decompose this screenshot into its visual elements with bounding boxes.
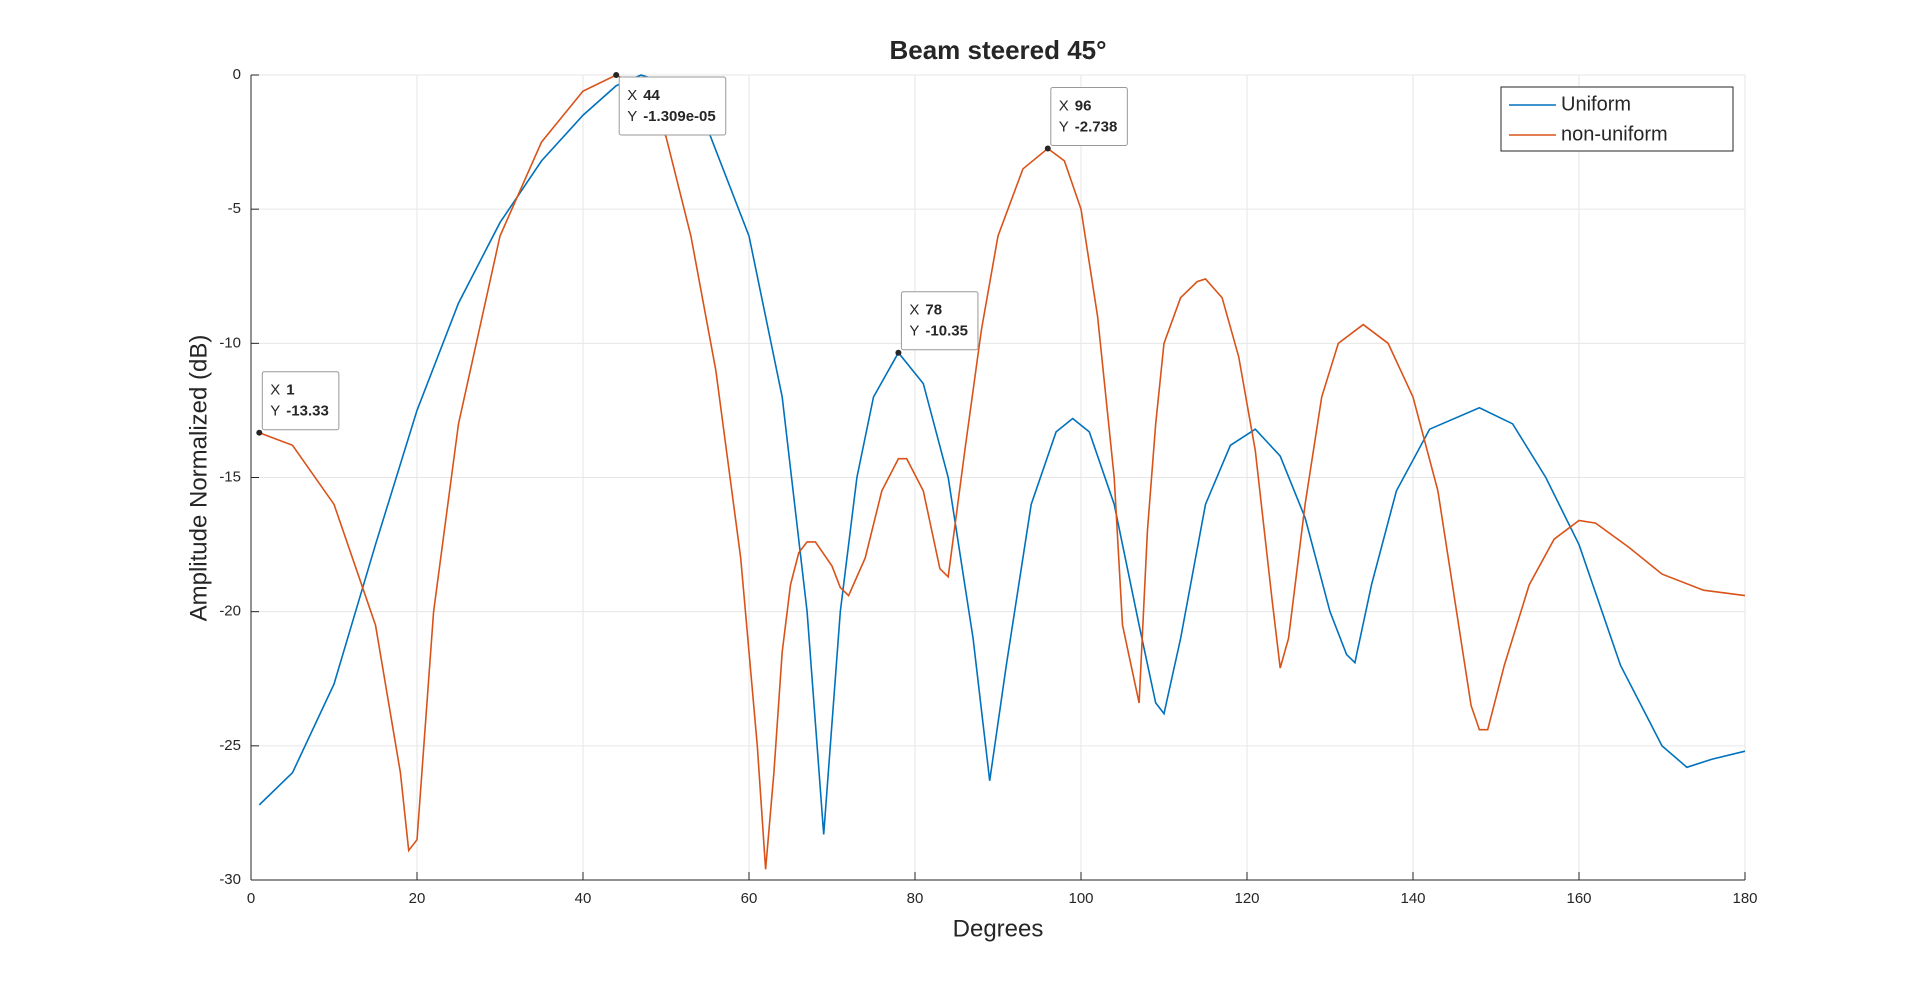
y-axis-label: Amplitude Normalized (dB) <box>185 335 212 622</box>
data-tip: X 96 Y -2.738 <box>1050 86 1128 146</box>
x-tick-label: 160 <box>1566 890 1591 907</box>
data-tip-point <box>895 349 902 356</box>
data-tip-value: -10.35 <box>925 323 968 340</box>
x-tick-label: 0 <box>247 890 255 907</box>
y-tick-label: -20 <box>219 603 241 620</box>
x-tick-label: 180 <box>1732 890 1757 907</box>
y-tick-label: -5 <box>228 200 241 217</box>
x-tick-label: 20 <box>409 890 426 907</box>
x-tick-label: 80 <box>907 890 924 907</box>
y-tick-label: -25 <box>219 737 241 754</box>
data-tip-point <box>613 72 620 79</box>
legend: Uniform non-uniform <box>1500 86 1734 152</box>
data-tip-key: X <box>270 382 280 399</box>
data-tip-box <box>618 76 727 136</box>
data-tip-value: 78 <box>925 302 942 319</box>
data-tip-box <box>900 291 979 351</box>
data-tip-key: X <box>627 87 637 104</box>
data-tip-key: X <box>909 302 919 319</box>
data-tip-key: Y <box>270 403 280 420</box>
y-tick-label: -30 <box>219 871 241 888</box>
data-tip-box <box>261 371 340 431</box>
x-tick-label: 100 <box>1068 890 1093 907</box>
x-tick-label: 40 <box>575 890 592 907</box>
x-tick-label: 60 <box>741 890 758 907</box>
data-tip-value: -1.309e-05 <box>643 108 716 125</box>
data-tip-key: Y <box>627 108 637 125</box>
x-tick-label: 120 <box>1234 890 1259 907</box>
series-line <box>258 74 1746 835</box>
data-tip: X 44 Y -1.309e-05 <box>618 76 727 136</box>
data-tip: X 78 Y -10.35 <box>900 291 979 351</box>
y-tick-label: -15 <box>219 468 241 485</box>
data-tip-box <box>1050 86 1128 146</box>
x-tick-label: 140 <box>1400 890 1425 907</box>
data-tip-key: Y <box>1059 118 1069 135</box>
data-tip-point <box>1044 145 1051 152</box>
data-tip-key: Y <box>909 323 919 340</box>
chart-title: Beam steered 45° <box>889 35 1106 65</box>
legend-box <box>1500 86 1734 152</box>
x-axis-label: Degrees <box>953 915 1044 942</box>
legend-label: Uniform <box>1561 93 1631 115</box>
data-tip-value: -2.738 <box>1075 118 1118 135</box>
data-tip-value: 1 <box>286 382 294 399</box>
data-tip-key: X <box>1059 97 1069 114</box>
data-tip-point <box>256 429 263 436</box>
legend-label: non-uniform <box>1561 123 1668 145</box>
data-tip-value: 96 <box>1075 97 1092 114</box>
y-tick-label: -10 <box>219 334 241 351</box>
data-tip-value: -13.33 <box>286 403 329 420</box>
data-tip-value: 44 <box>643 87 660 104</box>
y-tick-label: 0 <box>233 66 241 83</box>
data-tip: X 1Y -13.33 <box>261 371 340 431</box>
